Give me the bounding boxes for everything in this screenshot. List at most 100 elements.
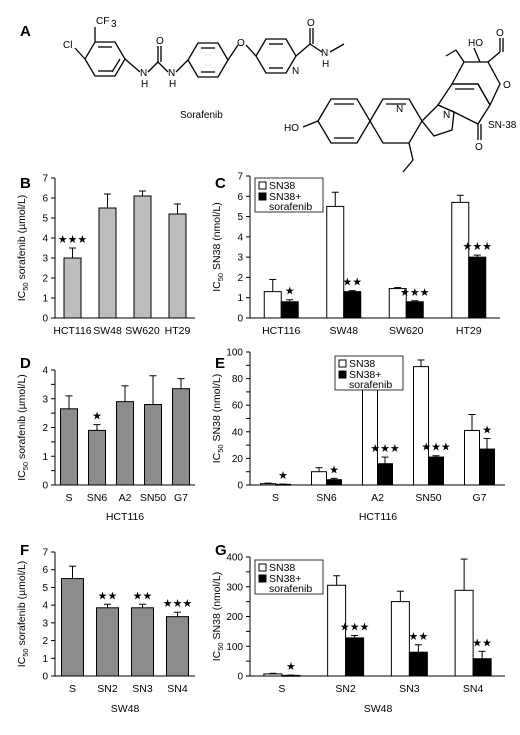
- y-axis-label-rest: sorafenib (µmol/L): [16, 195, 28, 283]
- bar: [408, 651, 428, 677]
- bar: [172, 388, 190, 486]
- significance-stars: ★★: [342, 277, 362, 289]
- significance-stars: ★: [285, 286, 295, 298]
- legend-label-combo-2: sorafenib: [269, 583, 312, 595]
- x-tick-label: SN3: [132, 683, 153, 695]
- significance-stars: ★: [482, 424, 492, 436]
- y-tick-label: 6: [42, 194, 48, 205]
- bar: [96, 607, 119, 677]
- y-tick-label: 4: [42, 601, 48, 612]
- x-tick-label: A2: [371, 492, 384, 504]
- y-axis-label-main: IC: [16, 656, 28, 667]
- y-tick-label: 80: [232, 374, 244, 385]
- y-tick-label: 3: [42, 254, 48, 265]
- bar: [144, 404, 162, 486]
- sn38-ho-atom: HO: [284, 123, 299, 134]
- y-tick-label: 1: [42, 294, 48, 305]
- legend-swatch-combo: [338, 370, 347, 379]
- y-axis-label: IC50 SN38 (nmol/L): [211, 202, 225, 291]
- bar: [345, 637, 365, 677]
- chart-b: 0 1 2 3 4 5 6 7 IC50 sorafenib (µmol/L) HCT116 ★★★…: [16, 174, 195, 337]
- x-tick-label: SW48: [93, 325, 122, 337]
- legend-label-sn38: SN38: [269, 180, 295, 192]
- h-atom-2: H: [169, 79, 176, 90]
- significance-stars: ★★★: [163, 598, 193, 610]
- x-tick-label: SW48: [329, 325, 358, 337]
- legend-label-combo: SN38+: [349, 369, 381, 381]
- y-tick-label: 1: [237, 293, 243, 304]
- bar: [311, 471, 327, 486]
- y-axis-label: IC50 sorafenib (µmol/L): [16, 374, 30, 481]
- bar: [451, 201, 470, 319]
- x-tick-label: SN50: [415, 492, 441, 504]
- bar: [131, 607, 154, 677]
- x-tick-label: S: [69, 683, 76, 695]
- y-axis-label-sub: 50: [21, 282, 30, 290]
- legend-swatch-sn38: [258, 181, 267, 190]
- urea-o-atom: O: [156, 36, 164, 47]
- x-tick-label: SW620: [389, 325, 424, 337]
- chart-d: 0 1 2 3 4 IC50 sorafenib (µmol/L) S SN6 ★ A2 SN50 G…: [16, 366, 195, 523]
- x-tick-label: G7: [174, 492, 188, 504]
- y-tick-label: 3: [237, 253, 243, 264]
- y-tick-label: 0: [237, 481, 243, 492]
- x-tick-label: HT29: [456, 325, 482, 337]
- bar: [405, 301, 424, 319]
- sn38-name: SN-38: [488, 120, 517, 131]
- y-tick-label: 200: [226, 612, 243, 623]
- bar: [377, 463, 393, 486]
- y-tick-label: 100: [226, 642, 243, 653]
- nh-atom-2: N: [168, 68, 175, 79]
- nh-atom-1: N: [140, 68, 147, 79]
- bar: [263, 673, 283, 677]
- x-tick-label: G7: [472, 492, 486, 504]
- y-tick-label: 0: [237, 314, 243, 325]
- y-axis-label-rest: SN38 (nmol/L): [211, 202, 223, 273]
- significance-stars: ★★: [409, 631, 429, 643]
- y-axis-label: IC50 sorafenib (µmol/L): [16, 561, 30, 668]
- bar: [263, 291, 282, 319]
- panel-label-e: E: [215, 355, 225, 372]
- chart-c: 0 1 2 3 4 5 6 7 IC50 SN38 (nmol/L) HCT116 ★ SW48 ★★ S…: [211, 172, 500, 337]
- y-tick-label: 6: [42, 565, 48, 576]
- y-tick-label: 1: [42, 654, 48, 665]
- y-tick-label: 4: [42, 366, 48, 377]
- y-axis-label: IC50 SN38 (nmol/L): [211, 572, 225, 661]
- panel-label-b: B: [20, 175, 31, 192]
- bar: [168, 213, 187, 319]
- x-tick-label: HCT116: [53, 325, 91, 337]
- bar: [116, 401, 134, 486]
- y-axis-label-main: IC: [16, 290, 28, 301]
- cf3-atom: CF: [96, 16, 109, 27]
- significance-stars: ★★: [98, 590, 118, 602]
- y-tick-label: 2: [42, 274, 48, 285]
- bar: [60, 408, 78, 486]
- y-tick-label: 3: [42, 394, 48, 405]
- y-tick-label: 1: [42, 452, 48, 463]
- bar: [343, 291, 362, 319]
- y-axis-label-sub: 50: [216, 642, 225, 650]
- amide-h-atom: H: [322, 59, 329, 70]
- y-tick-label: 400: [226, 553, 243, 564]
- legend-label-combo-2: sorafenib: [349, 379, 392, 391]
- significance-stars: ★: [278, 470, 288, 482]
- x-tick-label: S: [65, 492, 72, 504]
- significance-stars: ★: [286, 661, 296, 673]
- x-tick-label: SW620: [125, 325, 160, 337]
- bar: [479, 448, 495, 486]
- panel-label-d: D: [20, 355, 31, 372]
- y-axis-label-sub: 50: [21, 462, 30, 470]
- y-tick-label: 0: [42, 672, 48, 683]
- y-tick-label: 2: [42, 636, 48, 647]
- y-tick-label: 0: [42, 481, 48, 492]
- y-axis-label: IC50 SN38 (nmol/L): [211, 374, 225, 463]
- amide-o-atom: O: [307, 18, 315, 29]
- bar: [326, 479, 342, 486]
- bar: [464, 429, 480, 486]
- cl-atom: Cl: [63, 40, 72, 51]
- legend-swatch-combo: [258, 574, 267, 583]
- significance-stars: ★★★: [340, 622, 370, 634]
- sn38-n-atom-1: N: [396, 104, 403, 115]
